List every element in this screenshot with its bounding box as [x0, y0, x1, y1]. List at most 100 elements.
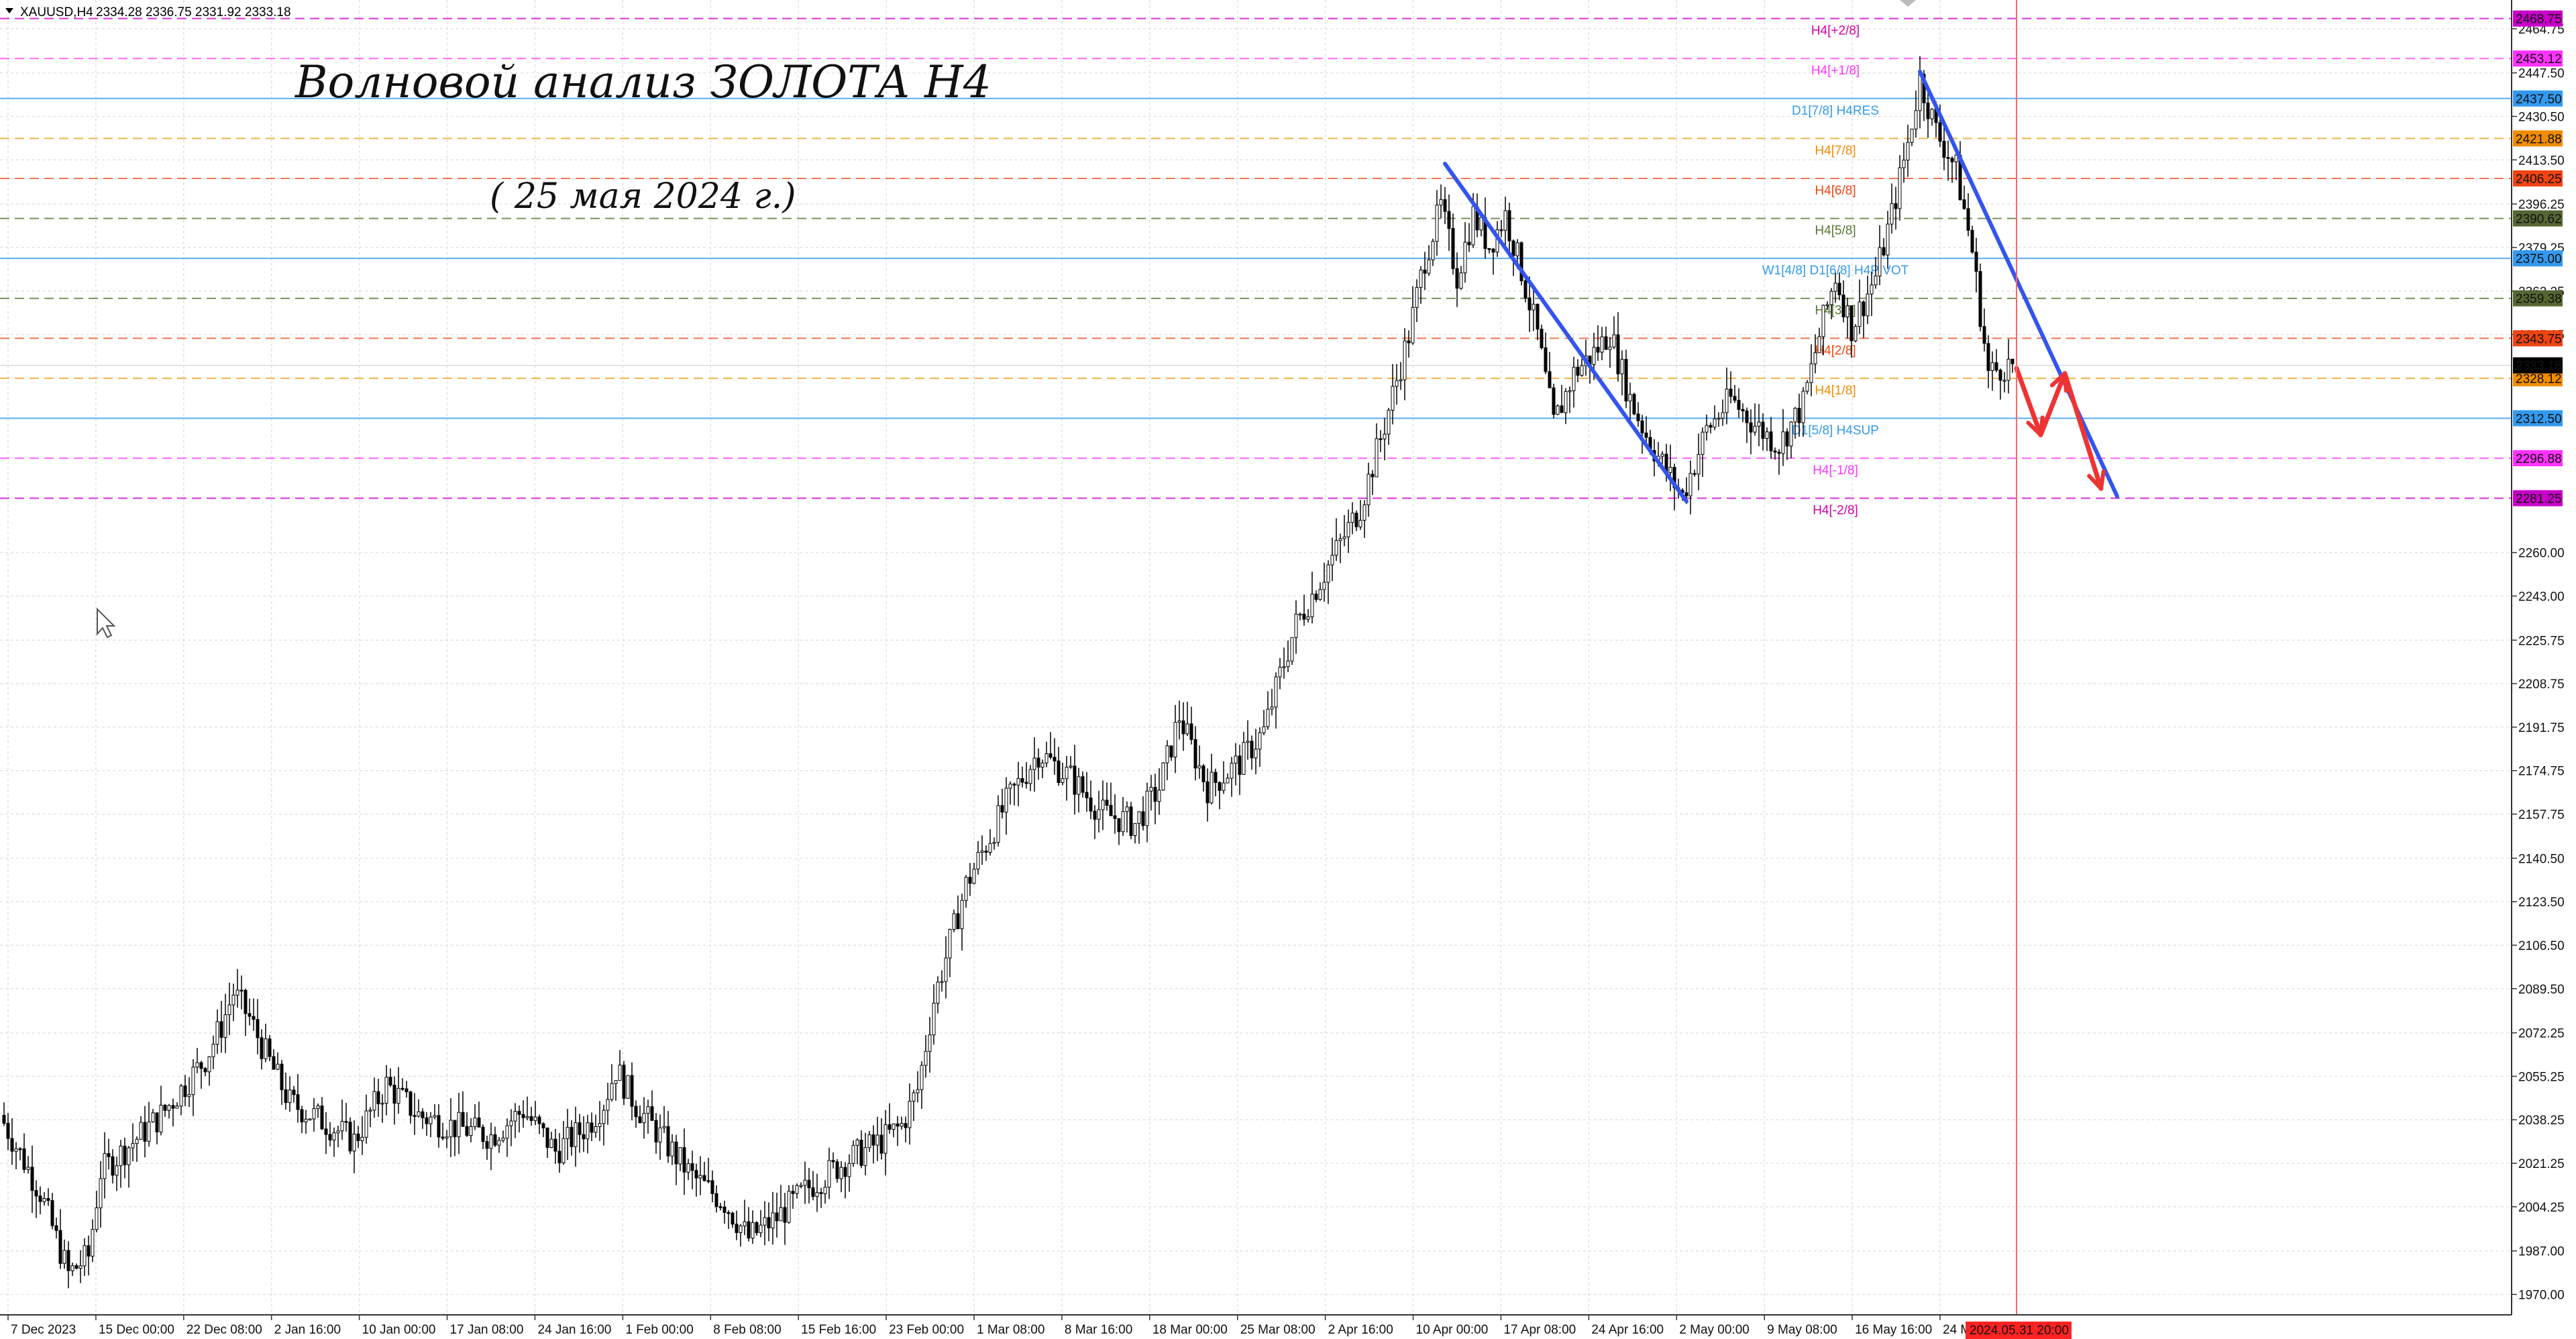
candle-body [1592, 347, 1596, 365]
time-tick-label: 1 Mar 08:00 [977, 1323, 1044, 1337]
candle-body [731, 1212, 735, 1225]
candle-body [1427, 259, 1431, 274]
candle-body [1523, 280, 1527, 299]
candle-body [1471, 206, 1475, 246]
candle-body [1717, 417, 1721, 420]
candle-body [710, 1180, 714, 1194]
candle-body [1741, 409, 1745, 412]
candle-body [400, 1087, 405, 1090]
candle-body [755, 1222, 759, 1234]
price-tick-label: 2072.25 [2518, 1027, 2565, 1041]
candle-body [835, 1161, 839, 1179]
candle-body [1403, 340, 1407, 380]
candle-body [1222, 782, 1226, 791]
candle-body [1069, 765, 1073, 768]
candle-body [839, 1167, 843, 1179]
candle-body [74, 1265, 78, 1269]
candle-body [912, 1092, 916, 1102]
price-tick-label: 2157.75 [2518, 808, 2565, 822]
candle-body [525, 1116, 529, 1118]
forecast-segment [2038, 371, 2068, 437]
level-label: D1[5/8] H4SUP [1792, 423, 1879, 437]
candle-body [384, 1077, 388, 1104]
price-tick-label: 2191.75 [2518, 721, 2565, 735]
candle-body [1548, 371, 1552, 388]
candle-body [1314, 594, 1318, 600]
candle-body [155, 1112, 159, 1132]
candle-body [1431, 241, 1435, 260]
level-price-tag [2513, 250, 2563, 267]
price-tick-label: 2396.25 [2518, 198, 2565, 212]
candle-body [521, 1114, 525, 1118]
time-marker-tag [1966, 1322, 2072, 1339]
candle-body [1962, 199, 1966, 209]
candle-body [590, 1122, 594, 1133]
candle-body [1121, 811, 1125, 833]
candle-body [276, 1063, 280, 1070]
candle-body [489, 1134, 493, 1149]
candle-body [1318, 589, 1322, 600]
candle-body [936, 981, 940, 1004]
candle-body [147, 1121, 151, 1142]
candle-body [1274, 676, 1278, 708]
candle-body [1366, 474, 1371, 506]
candle-body [1379, 438, 1383, 440]
candle-body [718, 1206, 722, 1208]
candle-body [1205, 781, 1210, 804]
candle-body [968, 877, 972, 884]
candle-body [827, 1160, 831, 1188]
candle-body [642, 1113, 646, 1124]
time-axis[interactable]: 7 Dec 2023 15 Dec 00:00 22 Dec 08:00 2 Jan … [7, 1315, 2072, 1339]
candle-body [787, 1191, 791, 1223]
candle-body [1266, 708, 1270, 727]
level-price-tag [2513, 490, 2563, 506]
candle-body [819, 1192, 823, 1194]
candle-body [477, 1117, 481, 1128]
candle-body [376, 1091, 380, 1104]
level-label: D1[7/8] H4RES [1792, 104, 1879, 118]
candle-body [1189, 723, 1193, 740]
candle-body [1994, 362, 1998, 371]
candle-body [924, 1051, 928, 1066]
candle-body [429, 1116, 433, 1124]
candle-body [851, 1144, 855, 1164]
candle-body [980, 851, 984, 853]
candle-body [1886, 223, 1890, 256]
candle-body [1737, 400, 1741, 410]
candle-body [320, 1106, 324, 1130]
candle-body [1938, 122, 1942, 142]
candle-body [336, 1130, 340, 1134]
candle-body [662, 1126, 666, 1128]
candle-body [248, 1013, 252, 1017]
time-tick-label: 2 Jan 16:00 [274, 1323, 341, 1337]
candle-body [771, 1212, 775, 1228]
candle-body [948, 928, 952, 959]
candle-body [457, 1112, 461, 1138]
chart-menu-triangle-icon[interactable] [5, 8, 13, 13]
candle-body [1077, 776, 1081, 795]
candle-body [1057, 760, 1061, 784]
candle-body [268, 1038, 272, 1057]
candle-body [1032, 757, 1036, 770]
candle-body [1950, 158, 1954, 162]
candle-body [38, 1195, 42, 1202]
candle-body [879, 1134, 883, 1154]
candle-body [602, 1110, 606, 1124]
candle-body [2002, 380, 2006, 382]
candle-body [1286, 660, 1290, 667]
level-label: H4[1/8] [1815, 384, 1856, 398]
candle-body [1874, 275, 1878, 286]
price-tick-label: 2038.25 [2518, 1114, 2565, 1128]
candlesticks [2, 56, 2015, 1289]
level-price-tag [2513, 450, 2563, 467]
time-tick-label: 17 Jan 08:00 [450, 1323, 524, 1337]
candle-body [618, 1065, 622, 1081]
candle-body [364, 1110, 368, 1138]
candle-body [1375, 438, 1379, 478]
candle-body [1845, 305, 1849, 318]
candle-body [316, 1106, 320, 1109]
candle-body [775, 1212, 779, 1222]
price-tick-label: 2430.50 [2518, 111, 2565, 125]
time-tick-label: 17 Apr 08:00 [1503, 1323, 1576, 1337]
